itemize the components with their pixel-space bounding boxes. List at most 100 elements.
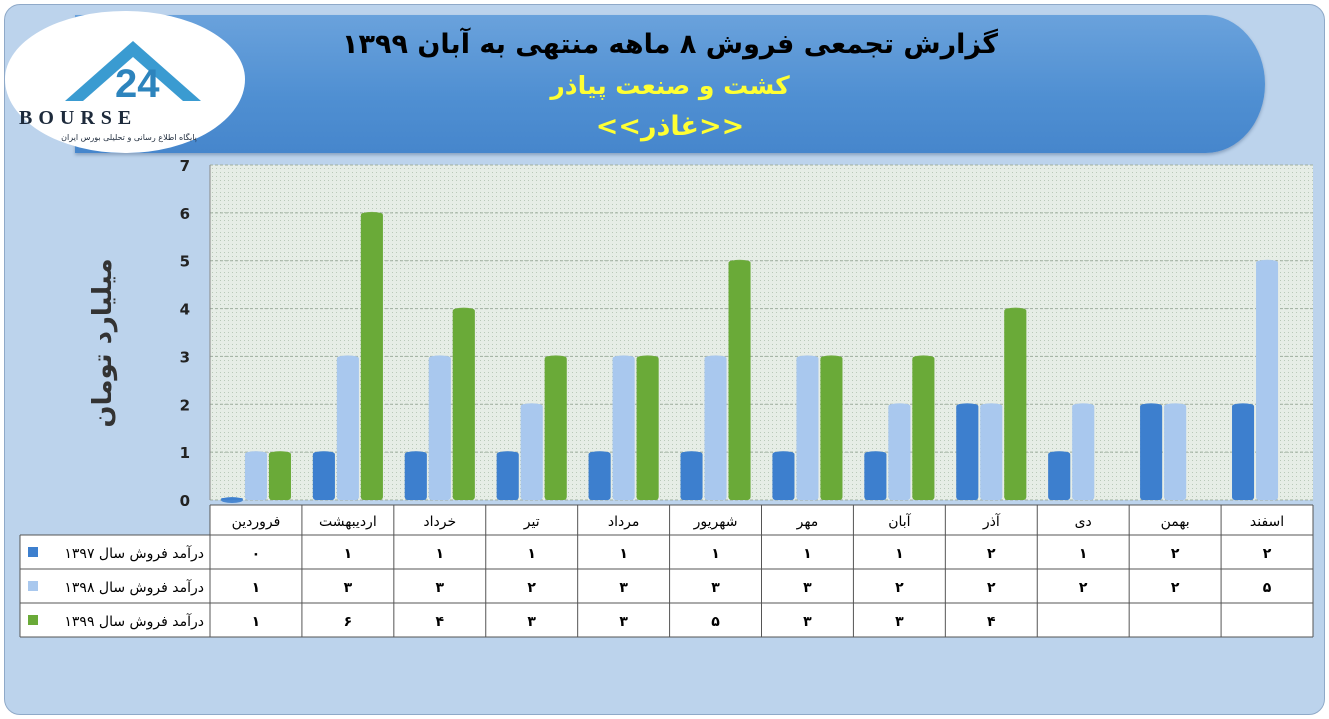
data-label: ۱ [252, 580, 261, 596]
bar-cap [820, 355, 843, 362]
bar-shade [244, 452, 267, 500]
data-label: ۵ [711, 614, 720, 630]
svg-text:24: 24 [115, 62, 160, 106]
table-body-bg [20, 535, 1313, 637]
x-tick-label: دی [1075, 514, 1092, 530]
data-label: ۲ [987, 546, 996, 562]
x-tick-label: بهمن [1161, 514, 1190, 530]
bar-shade [772, 452, 795, 500]
bar-cap [636, 355, 659, 362]
bar-cap [336, 355, 359, 362]
data-label: ۳ [619, 614, 628, 630]
bar-cap [312, 451, 335, 458]
company-name: کشت و صنعت پیاذر [550, 71, 790, 100]
legend-entry: درآمد فروش سال ۱۳۹۸ [64, 579, 204, 596]
legend-swatch [28, 615, 38, 625]
ticker-symbol: <<غاذر>> [595, 111, 745, 142]
bar-cap [428, 355, 451, 362]
data-label: ۳ [711, 580, 720, 596]
data-label: ۳ [619, 580, 628, 596]
bar-cap [956, 403, 979, 410]
data-label: ۱ [1079, 546, 1088, 562]
x-tick-label: تیر [523, 514, 540, 530]
bar-shade [704, 356, 727, 500]
bar-cap [1140, 403, 1163, 410]
bar-cap [1048, 451, 1071, 458]
x-tick-label: آذر [982, 513, 1001, 530]
bar-shade [428, 356, 451, 500]
bar-shade [980, 404, 1003, 500]
bar-cap [796, 355, 819, 362]
bar-cap [588, 451, 611, 458]
data-label: ۲ [987, 580, 996, 596]
data-label: ۲ [1171, 580, 1180, 596]
bar-shade [864, 452, 887, 500]
legend-entry: درآمد فروش سال ۱۳۹۷ [64, 545, 204, 562]
x-tick-label: فروردین [232, 514, 281, 530]
bar-cap [1232, 403, 1255, 410]
bar-cap [728, 259, 751, 266]
bar-cap [888, 403, 911, 410]
y-tick-label: 0 [180, 492, 190, 510]
y-tick-label: 6 [180, 205, 190, 223]
bar-shade [636, 356, 659, 500]
chart-title: گزارش تجمعی فروش ۸ ماهه منتهی به آبان ۱۳… [342, 29, 998, 60]
data-label: ۲ [1171, 546, 1180, 562]
bar-shade [680, 452, 703, 500]
bar-shade [1140, 404, 1163, 500]
bar-cap [404, 451, 427, 458]
bar-shade [452, 308, 475, 500]
data-label: ۱ [711, 546, 720, 562]
y-tick-label: 5 [180, 253, 190, 271]
data-label: ۵ [1263, 580, 1272, 596]
data-label: ۱ [619, 546, 628, 562]
bar-shade [888, 404, 911, 500]
plot-pattern [210, 165, 1313, 500]
bar-cap [680, 451, 703, 458]
bar-cap [244, 451, 267, 458]
legend-swatch [28, 581, 38, 591]
y-tick-label: 4 [180, 301, 190, 319]
bar-cap [704, 355, 727, 362]
bar-shade [312, 452, 335, 500]
data-label: ۳ [527, 614, 536, 630]
legend-swatch [28, 547, 38, 557]
bar-cap [980, 403, 1003, 410]
bar-cap [452, 307, 475, 314]
x-tick-label: شهریور [693, 514, 738, 530]
bar-cap [520, 403, 543, 410]
bar-shade [912, 356, 935, 500]
title-banner: گزارش تجمعی فروش ۸ ماهه منتهی به آبان ۱۳… [75, 15, 1265, 153]
bar-cap [1004, 307, 1027, 314]
y-tick-label: 3 [180, 348, 190, 366]
data-label: ۳ [895, 614, 904, 630]
bar-cap [912, 355, 935, 362]
y-tick-label: 1 [180, 444, 190, 462]
data-label: ۲ [895, 580, 904, 596]
data-label: ۱ [803, 546, 812, 562]
bar-cap [496, 451, 519, 458]
data-label: ۳ [803, 614, 812, 630]
y-tick-label: 7 [180, 157, 190, 175]
bar-shade [268, 452, 291, 500]
data-label: ۱ [895, 546, 904, 562]
bar-shade [728, 260, 751, 500]
legend-entry: درآمد فروش سال ۱۳۹۹ [64, 613, 204, 630]
bar-shade [1004, 308, 1027, 500]
data-label: ۰ [252, 546, 261, 562]
data-label: ۳ [803, 580, 812, 596]
bar-cap [612, 355, 635, 362]
bar-shade [336, 356, 359, 500]
bar-cap [360, 211, 383, 218]
bar-shade [1048, 452, 1071, 500]
x-tick-label: مرداد [608, 514, 640, 530]
x-tick-label: اسفند [1250, 514, 1284, 530]
data-label: ۲ [527, 580, 536, 596]
bar-cap [772, 451, 795, 458]
data-label: ۱ [344, 546, 353, 562]
bar-cap [864, 451, 887, 458]
bar-cap [220, 497, 243, 503]
bar-cap [544, 355, 567, 362]
data-label: ۱ [436, 546, 445, 562]
